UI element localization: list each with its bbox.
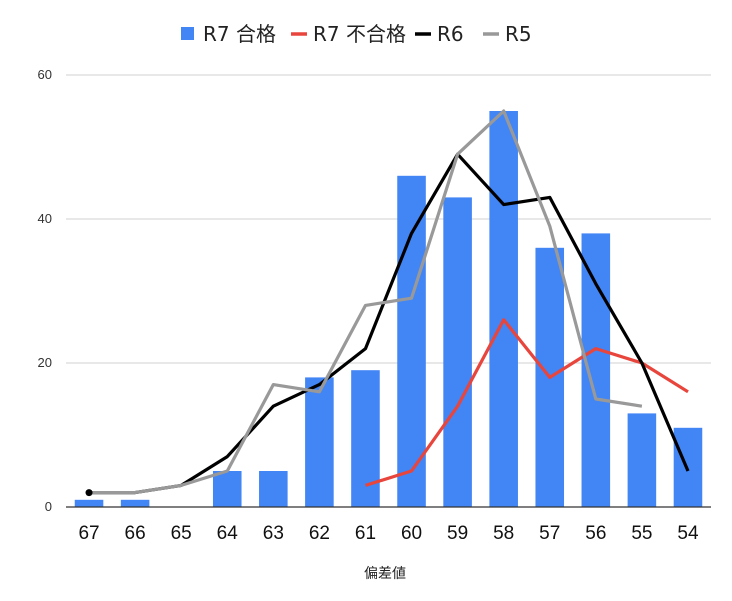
bar — [74, 499, 104, 507]
x-tick-label: 66 — [125, 523, 146, 544]
bars — [74, 111, 703, 508]
legend-label: R7 合格 — [203, 22, 276, 46]
bar — [212, 471, 242, 507]
axes: 0 20 40 60 67 66 65 64 63 62 61 60 59 58 57 56 55 54 — [38, 67, 711, 544]
y-tick-label: 20 — [38, 355, 52, 370]
bar — [120, 499, 150, 507]
series-line — [89, 152, 690, 495]
x-tick-label: 57 — [539, 523, 560, 544]
x-tick-label: 55 — [631, 523, 652, 544]
x-tick-label: 67 — [78, 523, 99, 544]
bar — [489, 111, 518, 507]
legend-label: R7 不合格 — [313, 22, 406, 46]
bar — [259, 471, 288, 507]
x-tick-label: 59 — [447, 523, 468, 544]
x-axis-label: 偏差値 — [364, 566, 406, 582]
x-tick-label: 60 — [401, 523, 422, 544]
x-tick-label: 64 — [217, 523, 239, 544]
y-tick-label: 0 — [45, 499, 52, 514]
bar — [305, 377, 334, 507]
x-tick-label: 56 — [585, 523, 606, 544]
x-tick-label: 65 — [171, 523, 192, 544]
legend-label: R6 — [437, 22, 464, 46]
x-tick-label: 54 — [677, 523, 699, 544]
lines — [85, 109, 690, 497]
bar — [627, 413, 657, 507]
grid — [66, 74, 711, 364]
x-tick-label: 62 — [309, 523, 330, 544]
legend-swatch — [181, 27, 194, 40]
legend: R7 合格 R7 不合格 R6 R5 — [181, 22, 532, 46]
bar — [581, 233, 611, 507]
x-tick-label: 58 — [493, 523, 514, 544]
series-line — [89, 109, 643, 495]
bar — [443, 197, 472, 507]
x-tick-label: 63 — [263, 523, 284, 544]
x-tick-label: 61 — [355, 523, 376, 544]
series-line — [365, 318, 689, 487]
y-tick-label: 40 — [38, 211, 52, 226]
y-tick-label: 60 — [38, 67, 52, 82]
legend-label: R5 — [505, 22, 532, 46]
series-point — [85, 489, 93, 497]
bar — [351, 370, 380, 507]
